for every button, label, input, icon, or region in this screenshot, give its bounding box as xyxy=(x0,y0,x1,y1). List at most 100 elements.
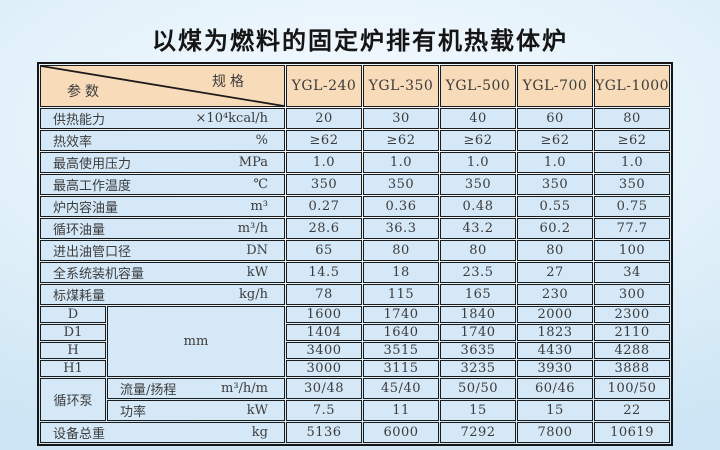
table-row: 最高工作温度 ℃ 350 350 350 350 350 xyxy=(40,174,671,195)
value-cell: 60 xyxy=(517,108,593,129)
value-cell: 23.5 xyxy=(440,262,516,283)
dimension-label: D1 xyxy=(40,324,106,341)
param-label: 进出油管口径 xyxy=(53,245,132,260)
value-cell: 80 xyxy=(363,240,439,261)
value-cell: 0.48 xyxy=(440,196,516,217)
page-title: 以煤为燃料的固定炉排有机热载体炉 xyxy=(152,27,568,55)
param-cell: 进出油管口径 DN xyxy=(40,240,285,261)
param-label: 设备总重 xyxy=(53,427,106,442)
param-cell: 最高使用压力 MPa xyxy=(40,152,285,173)
value-cell: ≥62 xyxy=(440,130,516,151)
value-cell: 3930 xyxy=(517,360,593,377)
value-cell: 11 xyxy=(363,400,439,421)
value-cell: 3000 xyxy=(286,360,362,377)
param-cell: 标煤耗量 kg/h xyxy=(40,284,285,305)
param-unit: m³ xyxy=(250,199,268,214)
corner-label-spec: 规格 xyxy=(212,74,248,90)
value-cell: 115 xyxy=(363,284,439,305)
table-row: H 3400 3515 3635 4430 4288 xyxy=(40,342,671,359)
param-unit: m³/h xyxy=(237,221,268,236)
value-cell: 7800 xyxy=(517,422,593,443)
param-unit: ℃ xyxy=(253,177,268,192)
param-label: 炉内容油量 xyxy=(53,201,119,216)
table-row: 热效率% ≥62 ≥62 ≥62 ≥62 ≥62 xyxy=(40,130,671,151)
value-cell: 3235 xyxy=(440,360,516,377)
value-cell: 1.0 xyxy=(286,152,362,173)
param-label: 热效率 xyxy=(53,135,93,150)
param-cell: 流量/扬程 m³/h/m xyxy=(107,378,285,399)
value-cell: 1840 xyxy=(440,306,516,323)
value-cell: 1740 xyxy=(363,306,439,323)
param-label: 最高工作温度 xyxy=(53,179,132,194)
value-cell: 3888 xyxy=(594,360,671,377)
value-cell: 1.0 xyxy=(440,152,516,173)
value-cell: 6000 xyxy=(363,422,439,443)
table-row: H1 3000 3115 3235 3930 3888 xyxy=(40,360,671,377)
value-cell: 2000 xyxy=(517,306,593,323)
param-cell: 最高工作温度 ℃ xyxy=(40,174,285,195)
value-cell: 1600 xyxy=(286,306,362,323)
param-cell: 供热能力 ×10⁴kcal/h xyxy=(40,108,285,129)
value-cell: 3115 xyxy=(363,360,439,377)
table-row: 标煤耗量 kg/h 78 115 165 230 300 xyxy=(40,284,671,305)
value-cell: 5136 xyxy=(286,422,362,443)
value-cell: ≥62 xyxy=(517,130,593,151)
value-cell: 230 xyxy=(517,284,593,305)
table-row: 进出油管口径 DN 65 80 80 80 100 xyxy=(40,240,671,261)
param-unit: kg xyxy=(251,425,268,440)
value-cell: 0.36 xyxy=(363,196,439,217)
param-unit: DN xyxy=(246,243,268,258)
diagonal-divider xyxy=(41,66,284,106)
value-cell: 60/46 xyxy=(517,378,593,399)
table-row: D mm 1600 1740 1840 2000 2300 xyxy=(40,306,671,377)
value-cell: 45/40 xyxy=(363,378,439,399)
value-cell: 1.0 xyxy=(517,152,593,173)
corner-label-param: 参数 xyxy=(67,84,103,100)
param-cell: 循环油量 m³/h xyxy=(40,218,285,239)
param-label: 供热能力 xyxy=(53,113,106,128)
value-cell: ≥62 xyxy=(286,130,362,151)
value-cell: 22 xyxy=(594,400,671,421)
dimension-label: H1 xyxy=(40,360,106,377)
value-cell: 43.2 xyxy=(440,218,516,239)
value-cell: 350 xyxy=(517,174,593,195)
value-cell: 100 xyxy=(594,240,671,261)
table-row: 全系统装机容量 kW 14.5 18 23.5 27 34 xyxy=(40,262,671,283)
table-row: 循环泵 流量/扬程 m³/h/m 30/48 45/40 50/50 60/46 … xyxy=(40,378,671,421)
value-cell: 1823 xyxy=(517,324,593,341)
value-cell: 80 xyxy=(440,240,516,261)
value-cell: 4430 xyxy=(517,342,593,359)
value-cell: ≥62 xyxy=(363,130,439,151)
value-cell: 40 xyxy=(440,108,516,129)
value-cell: 3635 xyxy=(440,342,516,359)
column-header-model: YGL-240 xyxy=(286,65,362,107)
table-row: 最高使用压力 MPa 1.0 1.0 1.0 1.0 1.0 xyxy=(40,152,671,173)
dimension-label: H xyxy=(40,342,106,359)
value-cell: 78 xyxy=(286,284,362,305)
param-cell: 设备总重 kg xyxy=(40,422,285,443)
value-cell: 2110 xyxy=(594,324,671,341)
param-unit: ×10⁴kcal/h xyxy=(195,111,268,126)
value-cell: 1404 xyxy=(286,324,362,341)
value-cell: 1640 xyxy=(363,324,439,341)
param-label: 最高使用压力 xyxy=(53,157,132,172)
table-row: 循环油量 m³/h 28.6 36.3 43.2 60.2 77.7 xyxy=(40,218,671,239)
param-cell: 功率 kW xyxy=(107,400,285,421)
value-cell: 350 xyxy=(594,174,671,195)
value-cell: 30/48 xyxy=(286,378,362,399)
value-cell: 14.5 xyxy=(286,262,362,283)
param-unit: MPa xyxy=(238,155,268,170)
param-unit: % xyxy=(255,133,268,148)
value-cell: 28.6 xyxy=(286,218,362,239)
value-cell: 300 xyxy=(594,284,671,305)
param-label: 全系统装机容量 xyxy=(53,267,145,282)
value-cell: 4288 xyxy=(594,342,671,359)
value-cell: 80 xyxy=(517,240,593,261)
value-cell: 10619 xyxy=(594,422,671,443)
value-cell: 0.75 xyxy=(594,196,671,217)
value-cell: 34 xyxy=(594,262,671,283)
value-cell: 77.7 xyxy=(594,218,671,239)
value-cell: 350 xyxy=(440,174,516,195)
param-label: 流量/扬程 xyxy=(120,383,177,398)
column-header-model: YGL-700 xyxy=(517,65,593,107)
